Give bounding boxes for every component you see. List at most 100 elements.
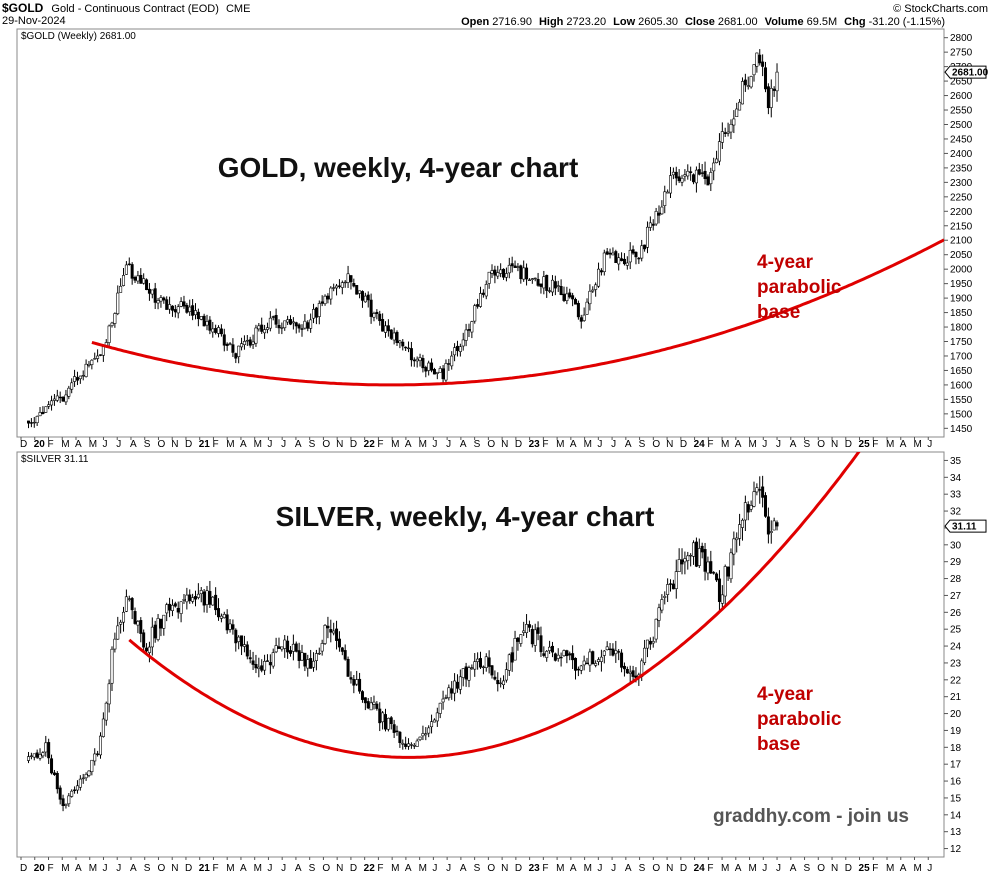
candle-body xyxy=(527,624,531,628)
candle-body xyxy=(530,629,534,645)
candle-body xyxy=(193,310,197,316)
candle xyxy=(476,652,480,670)
candle-body xyxy=(237,636,241,642)
x-tick-label: A xyxy=(75,863,82,874)
candle-body xyxy=(50,758,54,774)
candle xyxy=(208,316,212,335)
candle xyxy=(286,315,290,325)
candle xyxy=(176,304,180,319)
panel-label: $SILVER 31.11 xyxy=(21,454,89,465)
candle xyxy=(504,267,508,282)
x-tick-label: A xyxy=(130,863,137,874)
candle-body xyxy=(467,667,471,681)
gold-panel: 1450 1500 1550 1600 1650 1700 1750 1800 1850 1900… xyxy=(16,28,989,438)
candle-body xyxy=(70,790,74,797)
candle xyxy=(401,339,405,351)
candle xyxy=(133,607,137,625)
candle xyxy=(173,601,177,608)
candle-body xyxy=(205,590,209,605)
candle-body xyxy=(360,291,364,301)
candle-body xyxy=(47,404,51,407)
candle-body xyxy=(599,270,603,273)
candle-body xyxy=(455,345,459,351)
x-tick-label: A xyxy=(625,439,632,450)
candle-body xyxy=(715,158,719,163)
candle-body xyxy=(516,637,520,642)
candle xyxy=(749,500,753,513)
candle xyxy=(461,332,465,351)
candle-body xyxy=(346,273,350,283)
candle-body xyxy=(556,285,560,287)
candle xyxy=(398,339,402,349)
candle-body xyxy=(758,54,762,64)
candle-body xyxy=(755,52,759,67)
ohlc-label-high: High xyxy=(539,16,564,28)
candle-body xyxy=(585,662,589,665)
y-tick-label: 25 xyxy=(950,625,962,636)
x-tick-label: O xyxy=(817,439,825,450)
y-tick-label: 24 xyxy=(950,642,962,653)
candle xyxy=(326,293,330,304)
candle-body xyxy=(312,660,316,668)
candle-body xyxy=(107,325,111,343)
candle-body xyxy=(196,311,200,320)
candle-body xyxy=(568,653,572,656)
y-tick-label: 27 xyxy=(950,591,962,602)
candle-body xyxy=(127,598,131,600)
candle-body xyxy=(571,653,575,661)
candle-body xyxy=(372,313,376,318)
candle xyxy=(202,588,206,613)
candle xyxy=(237,635,241,650)
candle-body xyxy=(317,303,321,317)
candle-body xyxy=(545,274,549,291)
candle-body xyxy=(602,252,606,273)
y-tick-label: 15 xyxy=(950,793,962,804)
candle-body xyxy=(631,670,635,677)
candle xyxy=(602,650,606,664)
candle-body xyxy=(605,251,609,255)
candle-body xyxy=(87,363,91,366)
x-tick-label: A xyxy=(75,439,82,450)
candle xyxy=(159,294,163,308)
candle xyxy=(499,263,503,278)
y-tick-label: 2200 xyxy=(950,207,973,218)
candle-body xyxy=(191,305,195,316)
candle xyxy=(372,695,376,710)
candle-body xyxy=(81,375,85,377)
candle-body xyxy=(306,322,310,329)
candle-body xyxy=(717,578,721,602)
candle-body xyxy=(67,387,71,397)
candle-body xyxy=(473,305,477,322)
candle xyxy=(764,492,768,518)
x-tick-label: N xyxy=(171,863,178,874)
candle-body xyxy=(211,596,215,606)
annotation-line: parabolic xyxy=(757,277,842,298)
candle-body xyxy=(591,651,595,665)
candle xyxy=(116,285,120,316)
y-tick-label: 12 xyxy=(950,844,962,855)
candle xyxy=(571,292,575,307)
candle xyxy=(320,639,324,656)
candle xyxy=(349,671,353,684)
header-date: 29-Nov-2024 xyxy=(2,15,66,27)
candle-body xyxy=(386,717,390,730)
candle xyxy=(234,628,238,652)
y-tick-label: 2450 xyxy=(950,134,973,145)
candle xyxy=(32,416,36,428)
candle xyxy=(96,349,100,363)
candle xyxy=(574,657,578,680)
candle-body xyxy=(574,657,578,671)
x-tick-label: D xyxy=(515,439,522,450)
candle xyxy=(496,265,500,280)
candle-body xyxy=(499,269,503,274)
candle-body xyxy=(525,267,529,280)
candle-body xyxy=(116,625,120,640)
candle-body xyxy=(611,252,615,256)
candle xyxy=(559,279,563,296)
y-tick-label: 35 xyxy=(950,456,962,467)
x-tick-label: D xyxy=(515,863,522,874)
candle-body xyxy=(136,621,140,626)
candle-body xyxy=(142,632,146,648)
candle xyxy=(153,282,157,310)
candle-body xyxy=(217,608,221,618)
